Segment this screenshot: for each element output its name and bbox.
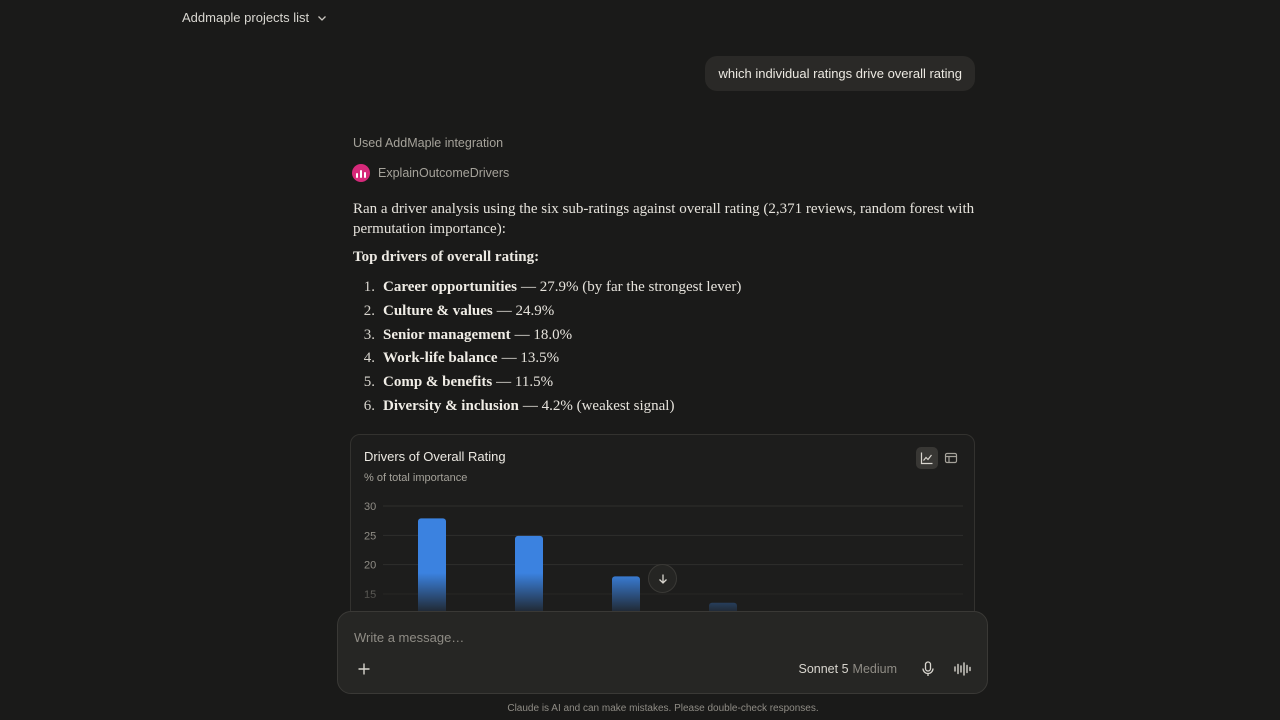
driver-text: Career opportunities — 27.9% (by far the … — [383, 276, 741, 300]
line-chart-icon — [920, 452, 933, 465]
analysis-intro: Ran a driver analysis using the six sub-… — [353, 201, 975, 237]
message-input[interactable]: Write a message… — [354, 630, 465, 645]
chart-subtitle: % of total importance — [364, 472, 468, 484]
driver-item: 5. Comp & benefits — 11.5% — [353, 371, 975, 395]
driver-name: Work-life balance — [383, 350, 498, 367]
list-number: 5. — [363, 374, 375, 391]
driver-item: 4. Work-life balance — 13.5% — [353, 347, 975, 371]
ai-disclaimer: Claude is AI and can make mistakes. Plea… — [507, 703, 819, 714]
y-tick-label: 20 — [364, 560, 376, 572]
chart-card: Drivers of Overall Rating % of total imp… — [350, 434, 975, 624]
y-tick-label: 30 — [364, 501, 376, 513]
chevron-down-icon — [318, 15, 327, 21]
driver-name: Comp & benefits — [383, 374, 493, 391]
driver-detail: — 11.5% — [496, 374, 554, 391]
microphone-icon[interactable] — [921, 661, 935, 677]
user-message: which individual ratings drive overall r… — [705, 56, 975, 91]
table-view-button[interactable] — [940, 447, 962, 469]
chart-view-button[interactable] — [916, 447, 938, 469]
list-number: 2. — [363, 302, 375, 319]
driver-detail: — 13.5% — [501, 350, 560, 367]
driver-name: Career opportunities — [383, 279, 518, 295]
chart-title: Drivers of Overall Rating — [364, 449, 506, 464]
bar-career-opportunities[interactable] — [418, 518, 446, 624]
driver-text: Diversity & inclusion — 4.2% (weakest sig… — [383, 395, 674, 419]
driver-text: Senior management — 18.0% — [383, 324, 572, 348]
drivers-list: 1. Career opportunities — 27.9% (by far th… — [353, 276, 975, 419]
y-tick-label: 15 — [364, 589, 376, 601]
model-selector[interactable]: Sonnet 5 Medium — [798, 662, 897, 676]
driver-item: 6. Diversity & inclusion — 4.2% (weakest s… — [353, 395, 975, 419]
drivers-bar-chart: 30 25 20 15 — [364, 501, 963, 624]
project-title: Addmaple projects list — [182, 10, 310, 25]
list-number: 3. — [363, 326, 375, 343]
driver-detail: — 4.2% (weakest signal) — [522, 397, 675, 414]
driver-detail: — 18.0% — [514, 326, 573, 343]
plus-icon[interactable] — [356, 661, 372, 677]
driver-text: Work-life balance — 13.5% — [383, 347, 559, 371]
driver-text: Comp & benefits — 11.5% — [383, 371, 553, 395]
driver-item: 2. Culture & values — 24.9% — [353, 300, 975, 324]
table-icon — [944, 452, 958, 464]
addmaple-tool-icon — [352, 164, 370, 182]
integration-note[interactable]: Used AddMaple integration — [353, 136, 504, 150]
arrow-down-icon — [658, 574, 667, 584]
driver-item: 1. Career opportunities — 27.9% (by far th… — [353, 276, 975, 300]
assistant-response: Used AddMaple integration ExplainOutcome… — [352, 136, 975, 419]
tool-call[interactable]: ExplainOutcomeDrivers — [352, 164, 975, 182]
effort-level: Medium — [852, 662, 897, 676]
driver-name: Culture & values — [383, 302, 493, 319]
tool-name: ExplainOutcomeDrivers — [378, 166, 510, 180]
driver-name: Diversity & inclusion — [383, 397, 519, 414]
scroll-down-button[interactable] — [648, 564, 677, 593]
driver-detail: — 27.9% (by far the strongest lever) — [521, 279, 742, 295]
driver-name: Senior management — [383, 326, 511, 343]
list-number: 4. — [363, 350, 375, 367]
driver-item: 3. Senior management — 18.0% — [353, 324, 975, 348]
message-composer[interactable]: Write a message… Sonnet 5 Medium — [337, 611, 988, 694]
driver-text: Culture & values — 24.9% — [383, 300, 554, 324]
project-title-dropdown[interactable]: Addmaple projects list — [182, 10, 327, 25]
chart-view-toggle — [916, 447, 962, 469]
list-number: 1. — [363, 279, 375, 295]
model-name: Sonnet 5 — [798, 662, 849, 676]
y-tick-label: 25 — [364, 530, 376, 542]
voice-mode-icon[interactable] — [953, 661, 971, 677]
drivers-heading: Top drivers of overall rating: — [353, 249, 540, 265]
list-number: 6. — [363, 397, 375, 414]
driver-detail: — 24.9% — [496, 302, 555, 319]
